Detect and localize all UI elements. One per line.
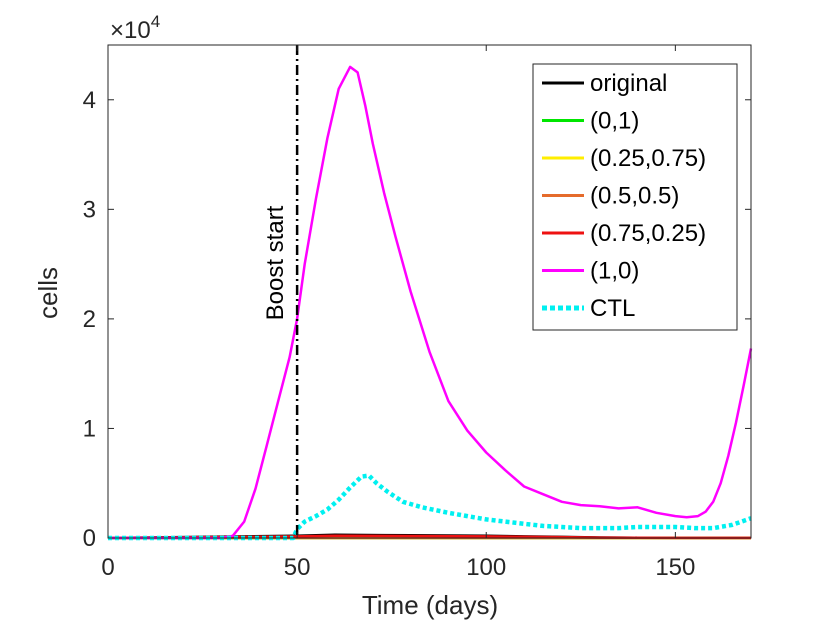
legend-label-0-25-0-75: (0.25,0.75) — [590, 145, 706, 172]
x-tick-label: 100 — [466, 554, 506, 581]
x-tick-label: 150 — [655, 554, 695, 581]
legend-label-1-0: (1,0) — [590, 258, 639, 285]
legend-label-0-75-0-25: (0.75,0.25) — [590, 220, 706, 247]
y-multiplier-base: ×10 — [110, 17, 151, 44]
x-axis-label: Time (days) — [362, 590, 498, 620]
legend-label-original: original — [590, 70, 667, 97]
y-tick-label: 1 — [83, 415, 96, 442]
y-tick-label: 4 — [83, 87, 96, 114]
series-line-ctl — [108, 473, 752, 541]
y-tick-label: 0 — [83, 525, 96, 552]
y-tick-label: 2 — [83, 306, 96, 333]
boost-start-label: Boost start — [262, 205, 289, 320]
y-multiplier-exponent: 4 — [151, 12, 160, 31]
x-tick-label: 0 — [101, 554, 114, 581]
x-tick-label: 50 — [284, 554, 311, 581]
y-multiplier: ×104 — [110, 12, 160, 44]
plot-frame — [107, 44, 752, 539]
legend-label-0-1: (0,1) — [590, 108, 639, 135]
legend-label-0-5-0-5: (0.5,0.5) — [590, 183, 679, 210]
legend-label-ctl: CTL — [590, 295, 635, 322]
legend: original (0,1) (0.25,0.75) (0.5,0.5) (0.75,0… — [532, 63, 738, 331]
y-axis-label: cells — [33, 267, 63, 319]
y-tick-label: 3 — [83, 196, 96, 223]
annotation-layer: Boost start — [262, 45, 299, 538]
series-line-1-0 — [108, 65, 753, 540]
tick-layer: 0 50 100 150 0 1 2 3 4 — [83, 45, 751, 581]
